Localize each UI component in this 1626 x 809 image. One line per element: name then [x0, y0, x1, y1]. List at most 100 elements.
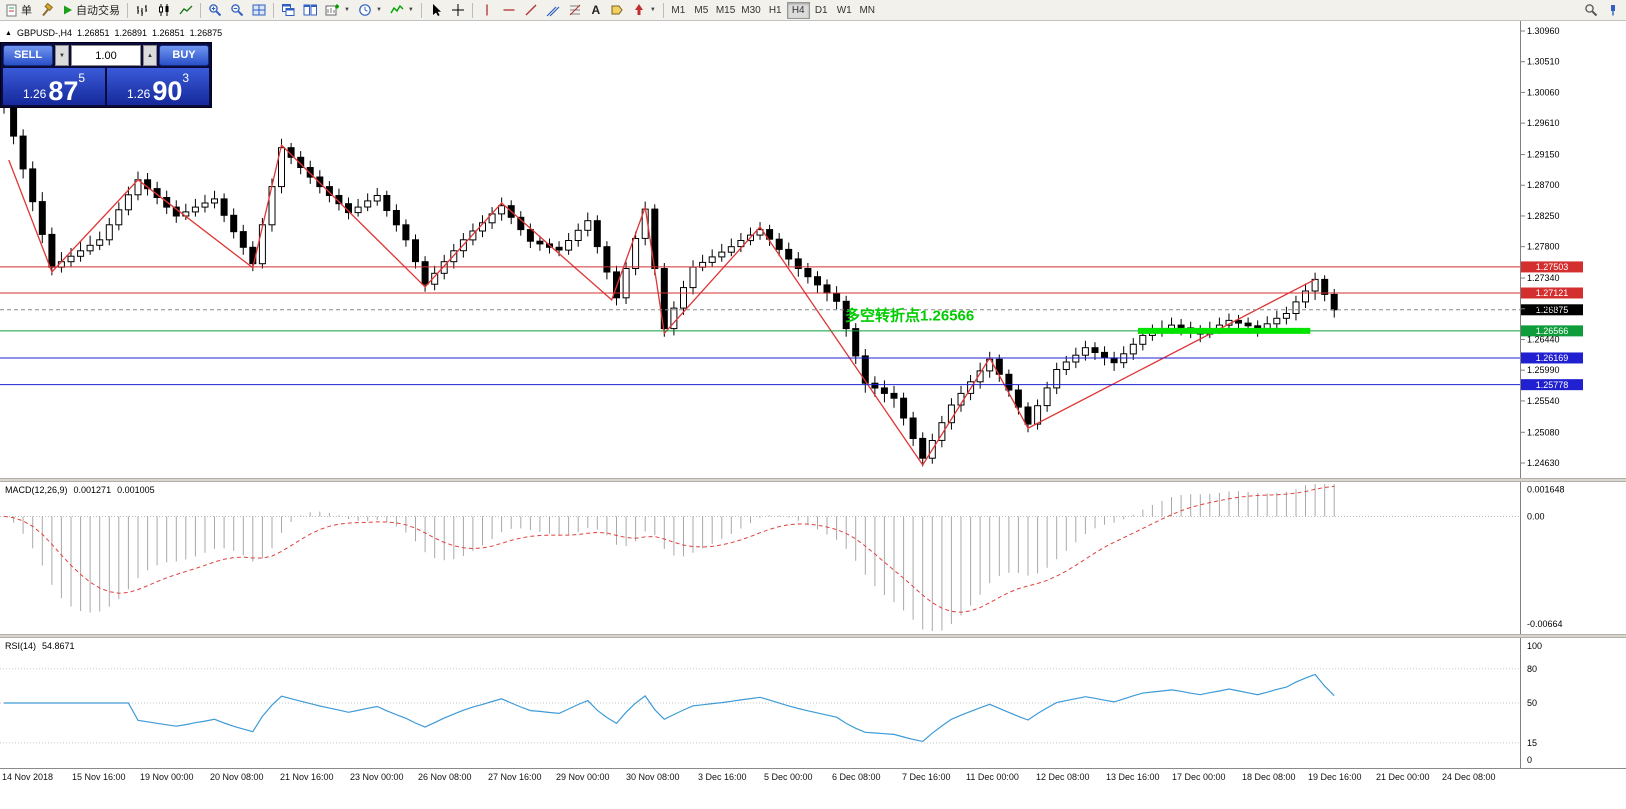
trend-annotation-text[interactable]: 多空转折点1.26566 — [845, 306, 974, 324]
rsi-chart[interactable]: 100 80 50 15 0 — [0, 638, 1626, 768]
candle-body — [622, 268, 630, 299]
timeframe-mn[interactable]: MN — [856, 2, 879, 19]
price-axis-label: 1.26890 — [1527, 304, 1560, 314]
timeframe-m15[interactable]: M15 — [713, 2, 738, 19]
indicators-icon — [390, 4, 404, 14]
buy-price[interactable]: 1.26 90 3 — [107, 68, 209, 105]
candle-body — [861, 355, 869, 384]
autotrading-button[interactable]: 自动交易 — [58, 1, 124, 19]
candle-body — [191, 206, 199, 213]
price-axis-label: 1.25990 — [1527, 365, 1560, 375]
new-order-label: 单 — [21, 5, 32, 17]
candle-body — [603, 246, 611, 273]
zoom-in-icon[interactable] — [204, 1, 226, 19]
candle-body — [565, 240, 573, 251]
pin-icon[interactable] — [1602, 1, 1624, 19]
timeframe-m30[interactable]: M30 — [738, 2, 763, 19]
candle-body — [1081, 347, 1089, 356]
cursor-icon[interactable] — [425, 1, 447, 19]
volume-input[interactable] — [71, 45, 141, 66]
trendline-icon[interactable] — [520, 1, 542, 19]
candle-body — [1177, 324, 1185, 329]
channel-icon[interactable] — [542, 1, 564, 19]
timeframe-h4[interactable]: H4 — [786, 1, 810, 19]
macd-axis-label: 0.001648 — [1527, 485, 1565, 495]
period-button[interactable]: ▼ — [354, 1, 386, 19]
time-axis-label: 18 Dec 08:00 — [1242, 772, 1296, 782]
sell-price[interactable]: 1.26 87 5 — [3, 68, 105, 105]
timeframe-m1[interactable]: M1 — [667, 2, 690, 19]
zigzag-line[interactable] — [8, 143, 1316, 467]
label-tool-icon[interactable] — [606, 1, 628, 19]
candle-body — [1072, 354, 1080, 363]
timeframe-d1[interactable]: D1 — [810, 2, 833, 19]
candle-body — [316, 176, 324, 188]
candle-body — [383, 195, 391, 211]
price-axis-label: 1.30510 — [1527, 57, 1560, 67]
rsi-name: RSI(14) — [5, 641, 37, 651]
rsi-axis-label: 50 — [1527, 698, 1537, 708]
rsi-axis-label: 0 — [1527, 755, 1532, 765]
vertical-line-icon[interactable] — [476, 1, 498, 19]
candlestick-chart-icon[interactable] — [153, 1, 175, 19]
price-level-tag-text: 1.26169 — [1536, 353, 1569, 363]
candle-body — [804, 268, 812, 278]
timeframe-w1[interactable]: W1 — [833, 2, 856, 19]
fibonacci-icon[interactable] — [564, 1, 586, 19]
volume-increase-button[interactable]: ▲ — [143, 45, 157, 66]
sell-button[interactable]: SELL — [3, 45, 53, 66]
indicators-button[interactable]: ▼ — [386, 1, 418, 19]
time-axis-label: 7 Dec 16:00 — [902, 772, 951, 782]
rsi-panel[interactable]: 100 80 50 15 0 RSI(14) 54.8671 — [0, 638, 1626, 768]
candle-body — [96, 239, 104, 246]
hammer-icon[interactable] — [36, 1, 58, 19]
panel-splitter[interactable] — [0, 634, 1626, 638]
candle-body — [48, 233, 56, 268]
grid-icon[interactable] — [248, 1, 270, 19]
toolbar: 单 自动交易 — [0, 0, 1626, 21]
time-axis-label: 27 Nov 16:00 — [488, 772, 542, 782]
macd-panel[interactable]: 0.001648 0.00 -0.00664 MACD(12,26,9) 0.001… — [0, 482, 1626, 634]
buy-button[interactable]: BUY — [159, 45, 209, 66]
line-chart-icon[interactable] — [175, 1, 197, 19]
panel-splitter[interactable] — [0, 478, 1626, 482]
clock-icon — [359, 4, 371, 16]
zoom-out-icon[interactable] — [226, 1, 248, 19]
tile-windows-icon[interactable] — [299, 1, 321, 19]
volume-decrease-button[interactable]: ▼ — [55, 45, 69, 66]
current-price-tag-text: 1.26875 — [1536, 305, 1569, 315]
collapse-arrow-icon[interactable]: ▲ — [5, 29, 12, 37]
arrows-tool-button[interactable]: ▼ — [628, 1, 660, 19]
candle-body — [555, 246, 563, 251]
candle-body — [660, 268, 668, 330]
horizontal-line-icon[interactable] — [498, 1, 520, 19]
candle-body — [364, 200, 372, 208]
bar-chart-icon[interactable] — [131, 1, 153, 19]
time-axis-label: 14 Nov 2018 — [2, 772, 54, 782]
candle-body — [1139, 334, 1147, 345]
new-chart-icon — [325, 4, 339, 16]
candle-body — [1282, 313, 1290, 319]
cascade-windows-icon[interactable] — [277, 1, 299, 19]
price-chart[interactable]: 1.275031.271211.265661.261691.257781.268… — [0, 21, 1626, 478]
macd-chart[interactable]: 0.001648 0.00 -0.00664 — [0, 482, 1626, 634]
new-order-button[interactable]: 单 — [2, 1, 36, 19]
time-axis[interactable]: 14 Nov 2018 15 Nov 16:00 19 Nov 00:00 20 No… — [0, 768, 1626, 809]
candle-body — [766, 229, 774, 240]
macd-axis-label: -0.00664 — [1527, 619, 1563, 629]
price-chart-panel[interactable]: 1.27503 1.27121 1.26566 1.26169 1.25778 1.268… — [0, 21, 1626, 478]
search-icon[interactable] — [1580, 1, 1602, 19]
price-axis-label: 1.27340 — [1527, 273, 1560, 283]
timeframe-m5[interactable]: M5 — [690, 2, 713, 19]
candle-body — [536, 240, 544, 245]
candle-body — [1330, 293, 1338, 311]
crosshair-icon[interactable] — [447, 1, 469, 19]
candle-body — [153, 188, 161, 199]
candle-body — [1091, 347, 1099, 354]
new-chart-button[interactable]: ▼ — [321, 1, 354, 19]
timeframe-h1[interactable]: H1 — [764, 2, 787, 19]
text-tool-button[interactable]: A — [586, 1, 606, 19]
time-axis-label: 19 Nov 00:00 — [140, 772, 194, 782]
